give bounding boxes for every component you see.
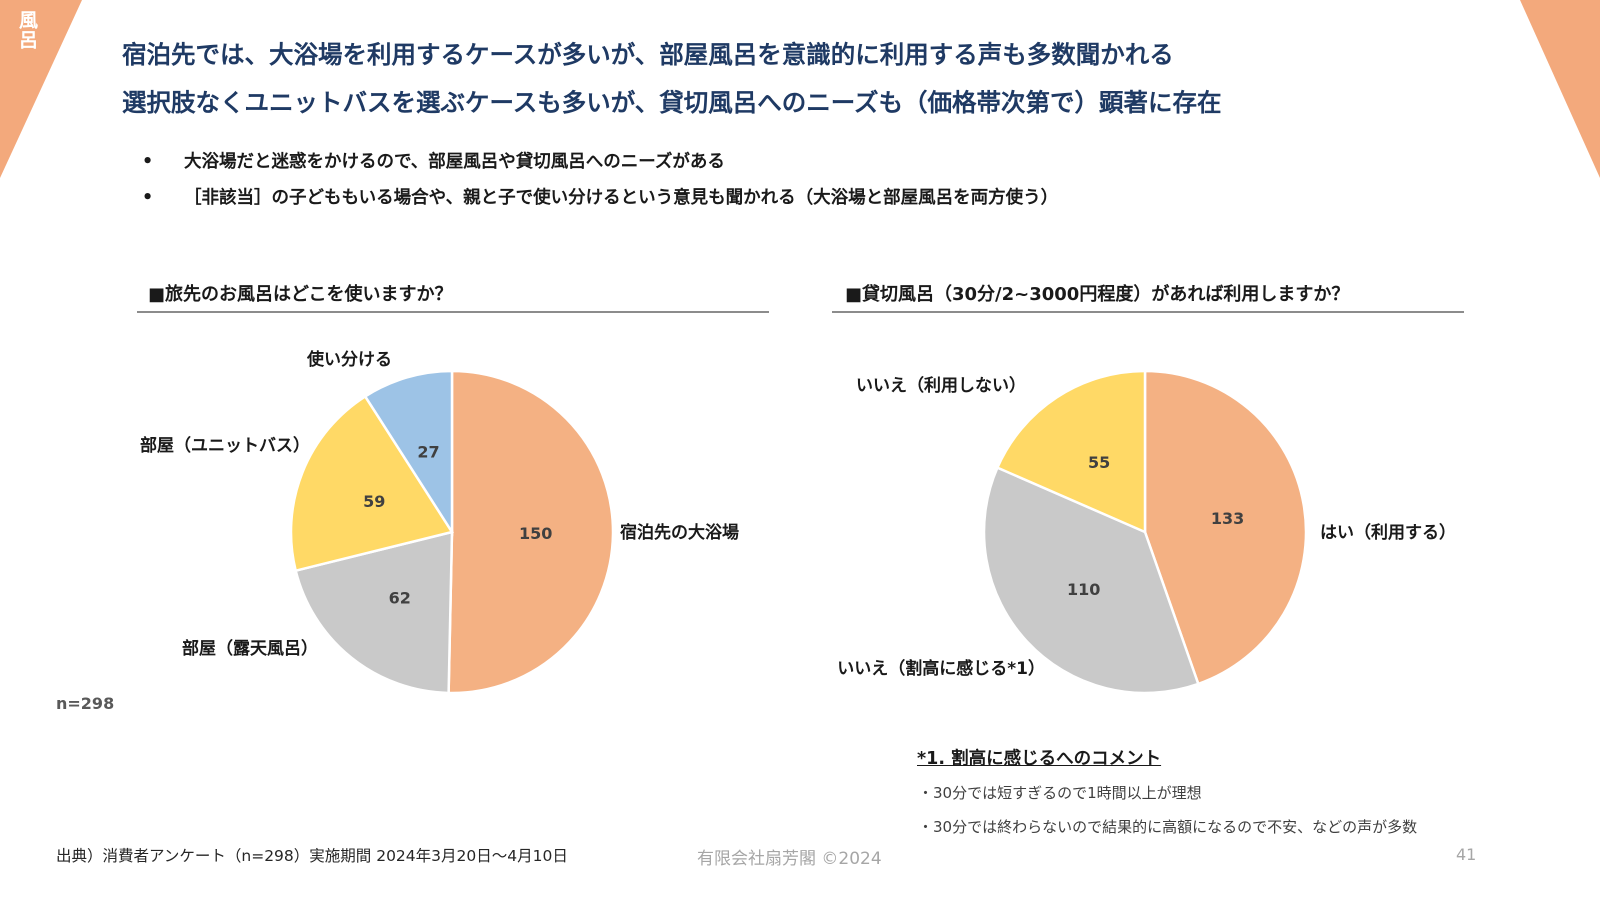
pie-slice (1143, 369, 1308, 686)
chart-1-pie: 150 宿泊先の大浴場 62 部屋（露天風呂） 59 部屋（ユニットバス） 27 使い分ける (140, 349, 739, 695)
bullet-item: • ［非該当］の子どももいる場合や、親と子で使い分けるという意見も聞かれる（大浴場… (142, 188, 1058, 224)
bullet-marker: • (142, 188, 154, 208)
bullet-marker: • (142, 152, 154, 172)
chart-2-title: ■貸切風呂（30分/2~3000円程度）があれば利用しますか？ (845, 284, 1350, 305)
slice-category-label: いいえ（利用しない） (856, 375, 1026, 396)
pie-slice (995, 369, 1147, 534)
corner-accent-left (0, 0, 82, 178)
slice-value-label: 133 (1211, 509, 1244, 528)
headline-line-2: 選択肢なくユニットバスを選ぶケースも多いが、貸切風呂へのニーズも（価格帯次第で）… (122, 88, 1222, 117)
copyright: 有限会社扇芳閣 ©2024 (697, 849, 882, 869)
slice-value-label: 55 (1088, 453, 1110, 472)
slice-category-label: 宿泊先の大浴場 (620, 522, 739, 543)
slice-category-label: はい（利用する） (1320, 522, 1456, 543)
chart-2-title-rule (832, 311, 1464, 313)
pie-slice (289, 394, 454, 573)
bullet-item: • 大浴場だと迷惑をかけるので、部屋風呂や貸切風呂へのニーズがある (142, 152, 1058, 188)
pie-slice (294, 530, 454, 695)
slice-category-label: 使い分ける (306, 349, 392, 370)
slice-value-label: 62 (389, 588, 411, 607)
pie-slice (363, 369, 454, 537)
slice-value-label: 110 (1067, 580, 1100, 599)
slice-category-label: 部屋（ユニットバス） (140, 435, 310, 456)
slice-value-label: 27 (417, 443, 439, 462)
chart-2-pie: 133 はい（利用する） 110 いいえ（割高に感じる*1） 55 いいえ（利用しない） (837, 369, 1456, 695)
page-number: 41 (1456, 845, 1477, 864)
corner-accent-right (1520, 0, 1600, 178)
slice-value-label: 150 (519, 524, 552, 543)
note-title: *1. 割高に感じるへのコメント (917, 749, 1162, 769)
bullet-text: ［非該当］の子どももいる場合や、親と子で使い分けるという意見も聞かれる（大浴場と… (184, 188, 1059, 208)
headline-line-1: 宿泊先では、大浴場を利用するケースが多いが、部屋風呂を意識的に利用する声も多数聞… (122, 40, 1174, 69)
bullet-list: • 大浴場だと迷惑をかけるので、部屋風呂や貸切風呂へのニーズがある • ［非該当］の… (142, 152, 1058, 224)
pie-slice (982, 466, 1200, 695)
section-tag: 風呂 (16, 10, 38, 50)
slice-value-label: 59 (363, 492, 385, 511)
chart-1-title: ■旅先のお風呂はどこを使いますか？ (148, 284, 453, 305)
note-line: ・30分では終わらないので結果的に高額になるので不安、などの声が多数 (918, 818, 1418, 836)
chart-1-title-rule (137, 311, 769, 313)
bullet-text: 大浴場だと迷惑をかけるので、部屋風呂や貸切風呂へのニーズがある (184, 152, 725, 172)
note-line: ・30分では短すぎるので1時間以上が理想 (918, 784, 1202, 802)
slice-category-label: いいえ（割高に感じる*1） (837, 658, 1045, 679)
pie-slice (447, 369, 615, 695)
sample-size-label: n=298 (56, 694, 115, 713)
slice-category-label: 部屋（露天風呂） (182, 638, 318, 659)
source-citation: 出典）消費者アンケート（n=298）実施期間 2024年3月20日～4月10日 (56, 847, 568, 865)
